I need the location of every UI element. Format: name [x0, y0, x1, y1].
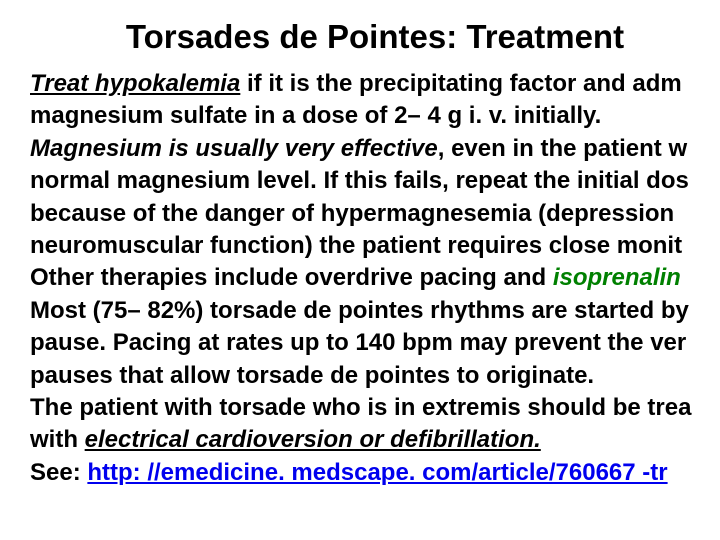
- body-line-1: Treat hypokalemia if it is the precipita…: [30, 68, 720, 100]
- emphasis-magnesium: Magnesium is usually very effective: [30, 135, 438, 162]
- text: Other therapies include overdrive pacing…: [30, 264, 553, 291]
- body-line-2: magnesium sulfate in a dose of 2– 4 g i.…: [30, 100, 720, 132]
- body-line-9: pause. Pacing at rates up to 140 bpm may…: [30, 327, 720, 359]
- slide-title: Torsades de Pointes: Treatment: [55, 18, 695, 56]
- body-line-8: Most (75– 82%) torsade de pointes rhythm…: [30, 295, 720, 327]
- body-line-5: because of the danger of hypermagnesemia…: [30, 198, 720, 230]
- body-line-6: neuromuscular function) the patient requ…: [30, 230, 720, 262]
- emphasis-hypokalemia: Treat hypokalemia: [30, 70, 240, 97]
- body-line-12: with electrical cardioversion or defibri…: [30, 424, 720, 456]
- emphasis-isoprenaline: isoprenalin: [553, 264, 681, 291]
- text: with: [30, 426, 85, 453]
- body-line-7: Other therapies include overdrive pacing…: [30, 262, 720, 294]
- slide: Torsades de Pointes: Treatment Treat hyp…: [0, 0, 720, 540]
- body-line-13: See: http: //emedicine. medscape. com/ar…: [30, 457, 720, 489]
- emphasis-cardioversion: electrical cardioversion or defibrillati…: [85, 426, 541, 453]
- body-line-11: The patient with torsade who is in extre…: [30, 392, 720, 424]
- body-line-4: normal magnesium level. If this fails, r…: [30, 165, 720, 197]
- text: See:: [30, 459, 87, 486]
- body-line-10: pauses that allow torsade de pointes to …: [30, 360, 720, 392]
- slide-body: Treat hypokalemia if it is the precipita…: [30, 68, 720, 489]
- body-line-3: Magnesium is usually very effective, eve…: [30, 133, 720, 165]
- text: , even in the patient w: [438, 135, 687, 162]
- text: if it is the precipitating factor and ad…: [240, 70, 681, 97]
- reference-link[interactable]: http: //emedicine. medscape. com/article…: [87, 459, 667, 486]
